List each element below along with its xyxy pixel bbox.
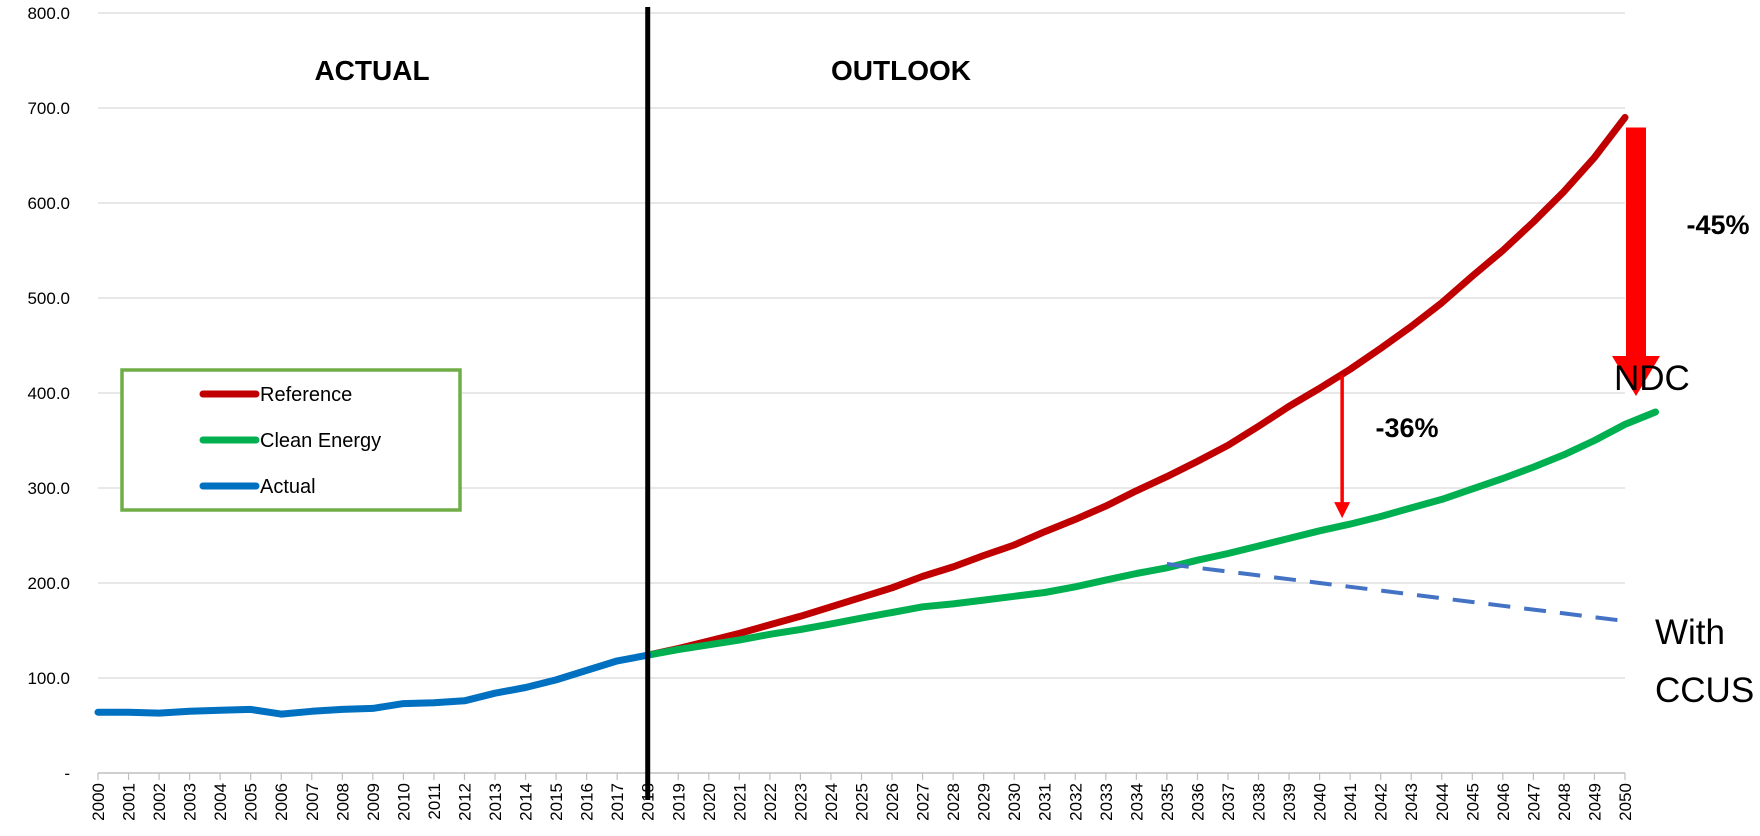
legend-label: Clean Energy (260, 430, 381, 452)
legend: Reference Clean Energy Actual (122, 370, 460, 510)
x-tick-label: 2015 (547, 783, 566, 821)
x-tick-label: 2011 (425, 783, 444, 820)
x-tick-label: 2030 (1005, 783, 1024, 821)
y-tick-label: 300.0 (27, 479, 70, 498)
reduction-arrows (1334, 128, 1660, 519)
x-tick-label: 2032 (1066, 783, 1085, 821)
x-tick-label: 2017 (608, 783, 627, 821)
x-tick-label: 2006 (272, 783, 291, 821)
x-tick-label: 2001 (120, 783, 139, 821)
x-tick-label: 2023 (791, 783, 810, 821)
x-tick-label: 2008 (333, 783, 352, 821)
x-tick-label: 2038 (1250, 783, 1269, 821)
x-tick-label: 2002 (150, 783, 169, 821)
x-tick-label: 2010 (394, 783, 413, 821)
y-tick-label: 200.0 (27, 574, 70, 593)
x-tick-label: 2037 (1219, 783, 1238, 821)
x-tick-label: 2039 (1280, 783, 1299, 821)
y-tick-label: 400.0 (27, 384, 70, 403)
x-tick-label: 2035 (1158, 783, 1177, 821)
x-tick-label: 2019 (669, 783, 688, 821)
x-tick-label: 2025 (853, 783, 872, 821)
x-tick-label: 2044 (1433, 783, 1452, 821)
actual-region-label: ACTUAL (314, 55, 429, 86)
reduction-2050-label: -45% (1686, 210, 1749, 240)
y-tick-label: 700.0 (27, 99, 70, 118)
x-tick-label: 2049 (1585, 783, 1604, 821)
x-tick-label: 2012 (455, 783, 474, 821)
ccus-label-line1: With (1655, 613, 1725, 652)
x-tick-label: 2042 (1372, 783, 1391, 821)
y-tick-label: - (64, 764, 70, 783)
x-tick-label: 2027 (914, 783, 933, 821)
gridlines (98, 13, 1625, 678)
x-tick-label: 2034 (1127, 783, 1146, 821)
y-axis-tick-labels: - 100.0 200.0 300.0 400.0 500.0 600.0 700.0 800.… (27, 4, 70, 783)
legend-label: Reference (260, 384, 352, 406)
x-tick-label: 2016 (578, 783, 597, 821)
x-tick-label: 2047 (1524, 783, 1543, 821)
x-tick-label: 2043 (1402, 783, 1421, 821)
x-tick-label: 2028 (944, 783, 963, 821)
x-tick-label: 2031 (1036, 783, 1055, 821)
series-line-actual (98, 655, 648, 714)
x-tick-label: 2026 (883, 783, 902, 821)
x-tick-label: 2046 (1494, 783, 1513, 821)
x-tick-label: 2041 (1341, 783, 1360, 821)
y-tick-label: 500.0 (27, 289, 70, 308)
ndc-label: NDC (1614, 359, 1690, 398)
x-tick-label: 2045 (1463, 783, 1482, 821)
arrow-2050-shaft (1626, 128, 1646, 357)
x-tick-label: 2033 (1097, 783, 1116, 821)
series-line-with-ccus (1167, 564, 1625, 621)
x-tick-label: 2009 (364, 783, 383, 821)
ccus-label-line2: CCUS (1655, 671, 1754, 710)
x-tick-label: 2005 (242, 783, 261, 821)
x-axis-tick-labels: 2000 2001 2002 2003 2004 2005 2006 2007 2008 2009… (89, 773, 1635, 821)
x-tick-label: 2020 (700, 783, 719, 821)
x-tick-label: 2048 (1555, 783, 1574, 821)
x-tick-label: 2036 (1188, 783, 1207, 821)
arrow-2041-head (1334, 502, 1350, 518)
x-tick-label: 2024 (822, 783, 841, 821)
x-tick-label: 2000 (89, 783, 108, 821)
reduction-2041-label: -36% (1375, 413, 1438, 443)
x-tick-label: 2013 (486, 783, 505, 821)
y-tick-label: 100.0 (27, 669, 70, 688)
x-tick-label: 2021 (730, 783, 749, 821)
x-tick-label: 2040 (1311, 783, 1330, 821)
legend-label: Actual (260, 476, 316, 498)
x-tick-label: 2007 (303, 783, 322, 821)
x-tick-label: 2050 (1616, 783, 1635, 821)
y-tick-label: 800.0 (27, 4, 70, 23)
x-tick-label: 2022 (761, 783, 780, 821)
y-tick-label: 600.0 (27, 194, 70, 213)
x-tick-label: 2014 (517, 783, 536, 821)
x-tick-label: 2004 (211, 783, 230, 821)
outlook-region-label: OUTLOOK (831, 55, 971, 86)
x-tick-label: 2029 (975, 783, 994, 821)
x-tick-label: 2003 (181, 783, 200, 821)
